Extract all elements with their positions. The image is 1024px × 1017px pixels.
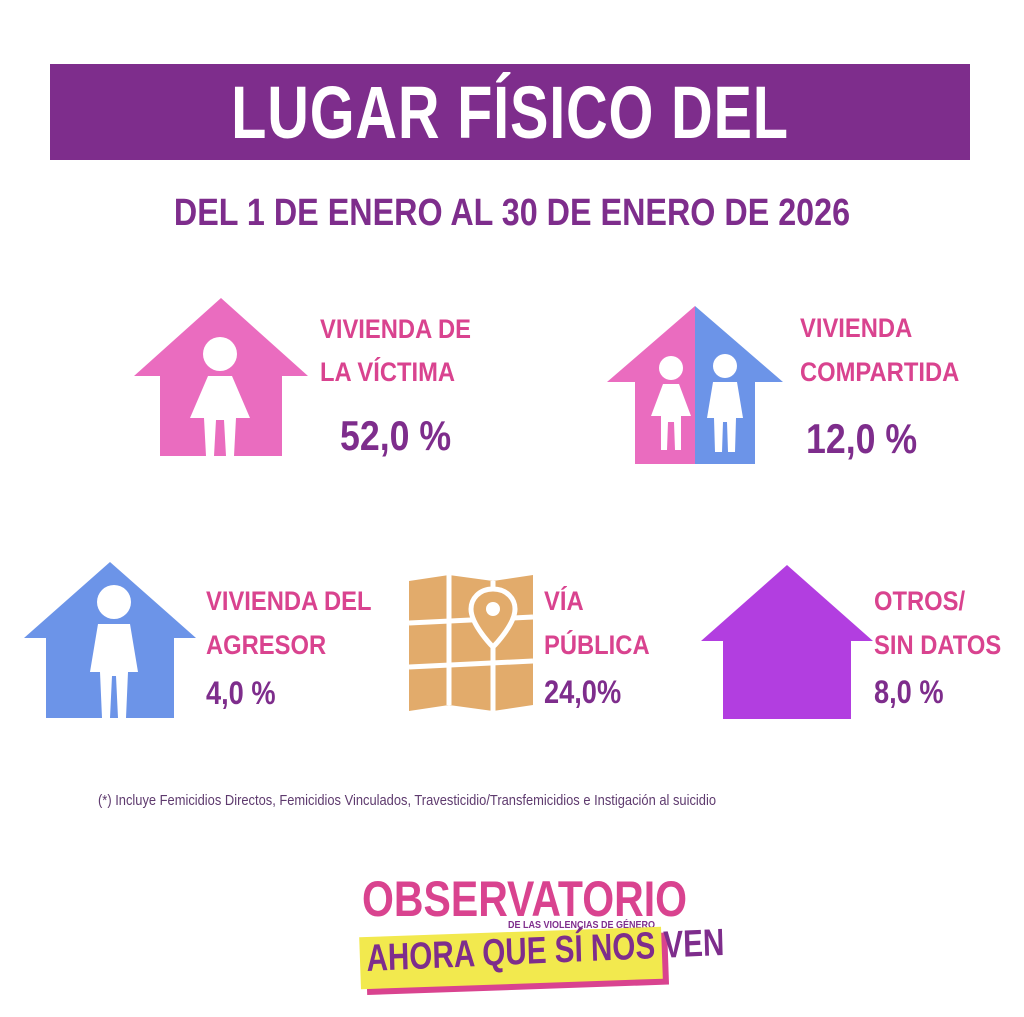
house-couple-icon bbox=[607, 306, 783, 464]
date-range-subtitle: DEL 1 DE ENERO AL 30 DE ENERO DE 2026 bbox=[173, 192, 851, 234]
category-label-agresor-line1: VIVIENDA DEL bbox=[206, 586, 372, 616]
category-label-otros-line2: SIN DATOS bbox=[874, 630, 1002, 660]
page-title: LUGAR FÍSICO DEL CASO bbox=[231, 71, 789, 239]
title-banner: LUGAR FÍSICO DEL CASO bbox=[50, 64, 970, 239]
house-man-icon bbox=[24, 562, 196, 718]
category-label-via-publica-line1: VÍA bbox=[544, 586, 584, 616]
category-label-via-publica-line2: PÚBLICA bbox=[544, 630, 650, 660]
category-value-otros: 8,0 % bbox=[874, 674, 944, 710]
category-value-victima: 52,0 % bbox=[340, 412, 452, 459]
category-value-via-publica: 24,0% bbox=[544, 674, 622, 710]
category-value-compartida: 12,0 % bbox=[806, 415, 918, 462]
logo-title: OBSERVATORIO bbox=[362, 871, 688, 927]
category-value-agresor: 4,0 % bbox=[206, 675, 276, 711]
logo-subtitle: DE LAS VIOLENCIAS DE GÉNERO bbox=[508, 920, 656, 931]
logo-slogan: AHORA QUE SÍ NOS VEN bbox=[366, 921, 725, 980]
footnote: (*) Incluye Femicidios Directos, Femicid… bbox=[98, 792, 717, 809]
house-icon bbox=[701, 565, 873, 719]
category-label-victima-line1: VIVIENDA DE bbox=[320, 314, 471, 344]
category-label-compartida-line1: VIVIENDA bbox=[800, 313, 913, 343]
category-label-otros-line1: OTROS/ bbox=[874, 586, 966, 616]
category-label-agresor-line2: AGRESOR bbox=[206, 630, 327, 660]
map-pin-icon bbox=[409, 575, 534, 711]
house-woman-icon bbox=[134, 298, 308, 456]
category-label-compartida-line2: COMPARTIDA bbox=[800, 357, 960, 387]
observatorio-logo: OBSERVATORIO DE LAS VIOLENCIAS DE GÉNERO… bbox=[358, 870, 725, 990]
category-label-victima-line2: LA VÍCTIMA bbox=[320, 357, 456, 387]
